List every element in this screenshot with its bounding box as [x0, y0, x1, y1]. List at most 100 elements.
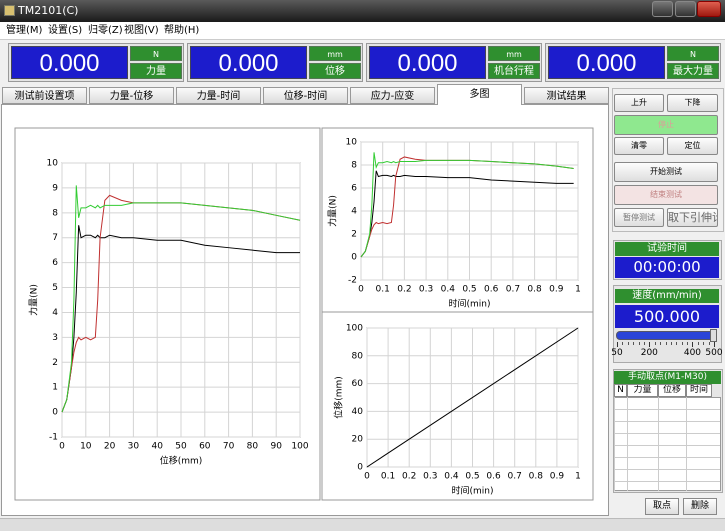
y-tick-label: -1 — [49, 433, 58, 443]
x-tick-label: 0.9 — [550, 472, 565, 482]
y-tick-label: 100 — [346, 324, 363, 334]
menu-item[interactable]: 设置(S) — [48, 25, 83, 36]
x-axis-label: 时间(min) — [452, 485, 494, 497]
tab[interactable]: 应力-应变 — [350, 87, 435, 104]
readout-label: 最大力量 — [667, 63, 719, 79]
y-tick-label: 6 — [52, 258, 58, 268]
menu-item[interactable]: 帮助(H) — [164, 25, 200, 36]
slider-tick-label: 500 — [705, 348, 723, 358]
control-button[interactable]: 上升 — [614, 94, 664, 112]
maximize-button[interactable] — [675, 1, 696, 17]
table-column-line — [627, 397, 628, 491]
y-tick-label: 8 — [52, 208, 58, 218]
speed-value: 500.000 — [615, 305, 719, 328]
x-tick-label: 40 — [151, 442, 163, 452]
table-column-line — [658, 397, 659, 491]
y-axis-label: 力量(N) — [28, 284, 40, 316]
table-column-line — [614, 397, 615, 491]
control-button[interactable]: 定位 — [667, 137, 718, 155]
x-tick-label: 0.8 — [527, 285, 542, 295]
x-tick-label: 0.7 — [506, 285, 520, 295]
x-tick-label: 0.4 — [444, 472, 459, 482]
y-tick-label: 1 — [52, 383, 58, 393]
slider-tick — [692, 342, 694, 347]
app-icon — [4, 5, 15, 16]
slider-minor-tick — [676, 342, 678, 345]
status-bar — [0, 518, 725, 531]
slider-minor-tick — [627, 342, 629, 345]
control-button[interactable]: 暂停测试 — [614, 208, 664, 227]
control-button[interactable]: 清零 — [614, 137, 664, 155]
tab[interactable]: 测试前设置项 — [2, 87, 87, 104]
y-tick-label: 10 — [47, 159, 59, 169]
minimize-button[interactable] — [652, 1, 673, 17]
title-bar — [0, 0, 725, 22]
y-tick-label: 40 — [352, 407, 364, 417]
menu-item[interactable]: 视图(V) — [124, 25, 159, 36]
tab[interactable]: 测试结果 — [524, 87, 609, 104]
x-tick-label: 70 — [223, 442, 235, 452]
x-tick-label: 0.5 — [465, 472, 479, 482]
slider-minor-tick — [654, 342, 656, 345]
x-tick-label: 0 — [364, 472, 370, 482]
control-button[interactable]: 下降 — [667, 94, 718, 112]
slider-minor-tick — [697, 342, 699, 345]
speed-slider-track[interactable] — [616, 331, 715, 340]
control-button[interactable]: 停止 — [614, 115, 718, 135]
slider-minor-tick — [708, 342, 710, 345]
readout-value: 0.000 — [190, 46, 307, 79]
tab[interactable]: 位移-时间 — [263, 87, 348, 104]
slider-minor-tick — [681, 342, 683, 345]
x-tick-label: 0.4 — [441, 285, 456, 295]
y-tick-label: 2 — [351, 230, 357, 240]
readout-value: 0.000 — [11, 46, 128, 79]
menu-item[interactable]: 管理(M) — [6, 25, 43, 36]
slider-minor-tick — [687, 342, 689, 345]
x-tick-label: 60 — [199, 442, 211, 452]
y-tick-label: 4 — [351, 207, 357, 217]
table-column-line — [686, 397, 687, 491]
readout-unit: N — [667, 46, 719, 61]
y-tick-label: 20 — [352, 435, 364, 445]
y-axis-label: 位移(mm) — [333, 376, 345, 419]
y-tick-label: 6 — [351, 184, 357, 194]
control-button[interactable]: 开始测试 — [614, 162, 718, 182]
y-tick-label: 60 — [352, 379, 364, 389]
control-button[interactable]: 结束测试 — [614, 185, 718, 205]
tab[interactable]: 力量-位移 — [89, 87, 174, 104]
slider-tick — [714, 342, 715, 347]
tab[interactable]: 力量-时间 — [176, 87, 261, 104]
x-axis-label: 位移(mm) — [160, 455, 203, 467]
x-tick-label: 1 — [575, 472, 581, 482]
slider-tick-label: 400 — [683, 348, 702, 358]
table-button[interactable]: 删除 — [683, 498, 717, 515]
speed-slider-thumb[interactable] — [710, 329, 717, 342]
x-tick-label: 0.1 — [376, 285, 390, 295]
slider-minor-tick — [638, 342, 640, 345]
slider-minor-tick — [633, 342, 635, 345]
series-line — [61, 185, 301, 413]
table-button[interactable]: 取点 — [645, 498, 679, 515]
y-tick-label: 4 — [52, 308, 58, 318]
menu-bar — [0, 22, 725, 40]
slider-tick — [649, 342, 651, 347]
control-button[interactable]: 取下引伸计 — [667, 208, 718, 227]
x-tick-label: 0.3 — [423, 472, 437, 482]
menu-item[interactable]: 归零(Z) — [88, 25, 123, 36]
readout-label: 机台行程 — [488, 63, 540, 79]
slider-tick-label: 200 — [640, 348, 658, 358]
series-line — [366, 327, 579, 468]
y-tick-label: 0 — [351, 253, 357, 263]
readout-unit: mm — [309, 46, 361, 61]
table-header: 位移 — [658, 384, 686, 397]
table-header: 力量 — [627, 384, 658, 397]
y-tick-label: 80 — [352, 351, 364, 361]
time-label: 试验时间 — [615, 242, 719, 256]
close-button[interactable] — [697, 1, 721, 17]
slider-minor-tick — [665, 342, 667, 345]
x-tick-label: 0.8 — [529, 472, 544, 482]
x-tick-label: 0 — [59, 442, 65, 452]
tab[interactable]: 多图 — [437, 84, 522, 105]
y-tick-label: 0 — [357, 463, 363, 473]
